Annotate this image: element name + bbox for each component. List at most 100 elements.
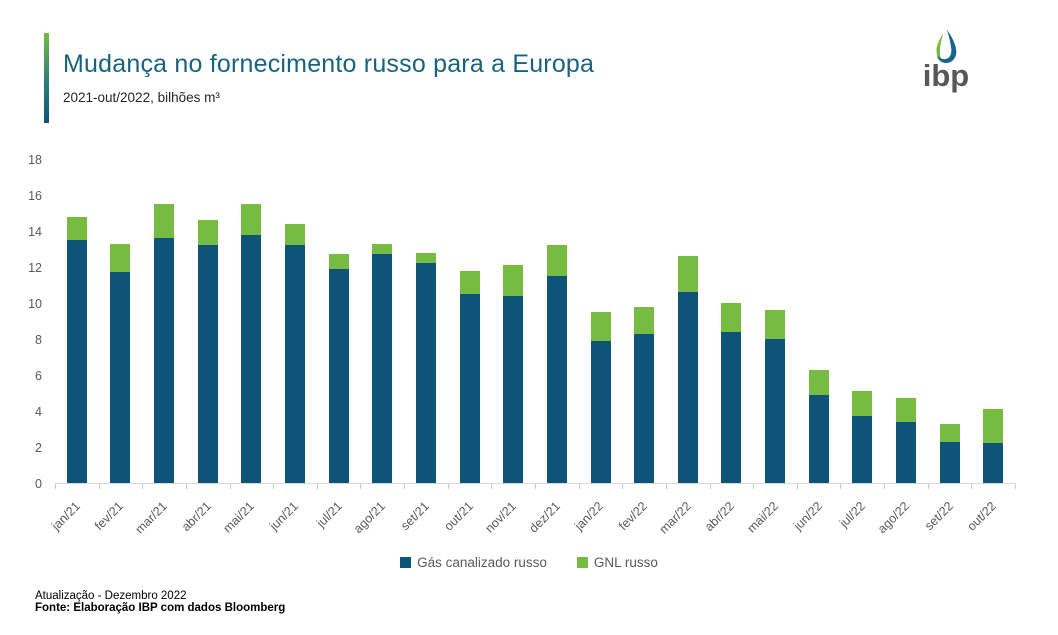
stacked-bar: [808, 369, 829, 483]
x-axis-tick: [404, 484, 406, 489]
x-axis-tick: [1015, 484, 1016, 489]
bar-segment-gnl: [983, 409, 1004, 444]
stacked-bar: [721, 303, 742, 483]
bar-segment-gnl: [415, 252, 436, 264]
stacked-bar: [328, 254, 349, 483]
bar-column: [99, 160, 143, 483]
bar-segment-gnl: [677, 256, 698, 293]
bar-segment-gnl: [154, 204, 175, 239]
stacked-bar: [285, 223, 306, 483]
x-axis-tick: [229, 484, 231, 489]
bar-segment-gas: [197, 245, 218, 483]
y-axis-label: 16: [28, 189, 42, 203]
x-axis-tick: [971, 484, 973, 489]
x-axis-tick: [491, 484, 493, 489]
bar-column: [710, 160, 754, 483]
stacked-bar: [765, 310, 786, 483]
y-axis-label: 12: [28, 261, 42, 275]
bar-column: [55, 160, 99, 483]
x-axis-tick: [927, 484, 929, 489]
x-axis-tick: [796, 484, 798, 489]
y-axis-label: 4: [35, 405, 42, 419]
x-axis-tick: [142, 484, 144, 489]
bar-column: [884, 160, 928, 483]
bar-column: [971, 160, 1015, 483]
bar-segment-gas: [415, 263, 436, 483]
bar-segment-gnl: [241, 204, 262, 235]
legend-swatch-gas: [400, 557, 412, 568]
x-axis-tick: [185, 484, 187, 489]
bar-segment-gnl: [765, 310, 786, 339]
bar-segment-gnl: [895, 398, 916, 422]
ibp-logo-text: ibp: [922, 58, 970, 93]
stacked-bar: [590, 312, 611, 483]
footer-update-note: Atualização - Dezembro 2022: [35, 590, 187, 602]
title-accent-bar: [44, 33, 49, 123]
bar-segment-gas: [154, 238, 175, 483]
stacked-bar: [634, 306, 655, 483]
bar-segment-gas: [110, 272, 131, 483]
x-axis-tick: [622, 484, 624, 489]
stacked-bar: [503, 265, 524, 483]
stacked-bar: [983, 409, 1004, 483]
stacked-bar: [66, 216, 87, 483]
bar-segment-gnl: [546, 245, 567, 276]
legend-label-gas: Gás canalizado russo: [417, 555, 547, 570]
y-axis-label: 10: [28, 297, 42, 311]
stacked-bar: [197, 220, 218, 483]
bar-segment-gas: [590, 340, 611, 483]
x-axis-tick: [665, 484, 667, 489]
legend-item-gas: Gás canalizado russo: [400, 555, 547, 570]
x-axis-tick: [98, 484, 100, 489]
x-axis-tick: [360, 484, 362, 489]
x-axis-tick: [840, 484, 842, 489]
bar-segment-gnl: [328, 254, 349, 269]
page-title: Mudança no fornecimento russo para a Eur…: [63, 50, 595, 78]
x-axis-tick: [753, 484, 755, 489]
x-axis-tick: [316, 484, 318, 489]
bar-column: [622, 160, 666, 483]
stacked-bar: [415, 252, 436, 483]
legend-item-gnl: GNL russo: [576, 555, 658, 570]
bar-segment-gas: [634, 333, 655, 483]
x-axis-tick: [884, 484, 886, 489]
bar-column: [797, 160, 841, 483]
x-axis-tick: [578, 484, 580, 489]
bar-segment-gnl: [721, 303, 742, 332]
bar-column: [535, 160, 579, 483]
bar-column: [841, 160, 885, 483]
stacked-bar: [110, 243, 131, 483]
bar-segment-gas: [328, 268, 349, 483]
x-axis-tick: [447, 484, 449, 489]
bar-segment-gnl: [503, 265, 524, 296]
bar-segment-gnl: [285, 223, 306, 246]
legend-swatch-gnl: [576, 557, 588, 568]
bar-segment-gnl: [808, 369, 829, 395]
y-axis-label: 14: [28, 225, 42, 239]
stacked-bar: [459, 270, 480, 483]
bar-segment-gas: [939, 441, 960, 483]
stacked-bar: [154, 204, 175, 483]
stacked-bar: [241, 204, 262, 483]
bar-column: [186, 160, 230, 483]
stacked-bar: [852, 391, 873, 483]
bar-segment-gnl: [110, 243, 131, 273]
bar-segment-gas: [808, 394, 829, 483]
bar-segment-gas: [983, 443, 1004, 483]
bar-segment-gas: [546, 276, 567, 483]
bar-segment-gas: [895, 421, 916, 483]
bar-column: [491, 160, 535, 483]
y-axis: 0 2 4 6 8 10 12 14 16 18: [0, 153, 46, 491]
bar-segment-gnl: [590, 312, 611, 341]
y-axis-label: 0: [35, 477, 42, 491]
chart-plot-area: [55, 160, 1016, 489]
stacked-bar: [372, 243, 393, 483]
x-axis-labels: jan/21 fev/21 mar/21 abr/21 mai/21 jun/21 jul/…: [49, 485, 1015, 540]
footer: Atualização - Dezembro 2022 Fonte: Elabo…: [35, 590, 285, 614]
stacked-bar: [939, 423, 960, 483]
bar-column: [273, 160, 317, 483]
y-axis-label: 8: [35, 333, 42, 347]
bar-column: [753, 160, 797, 483]
y-axis-label: 18: [28, 153, 42, 167]
